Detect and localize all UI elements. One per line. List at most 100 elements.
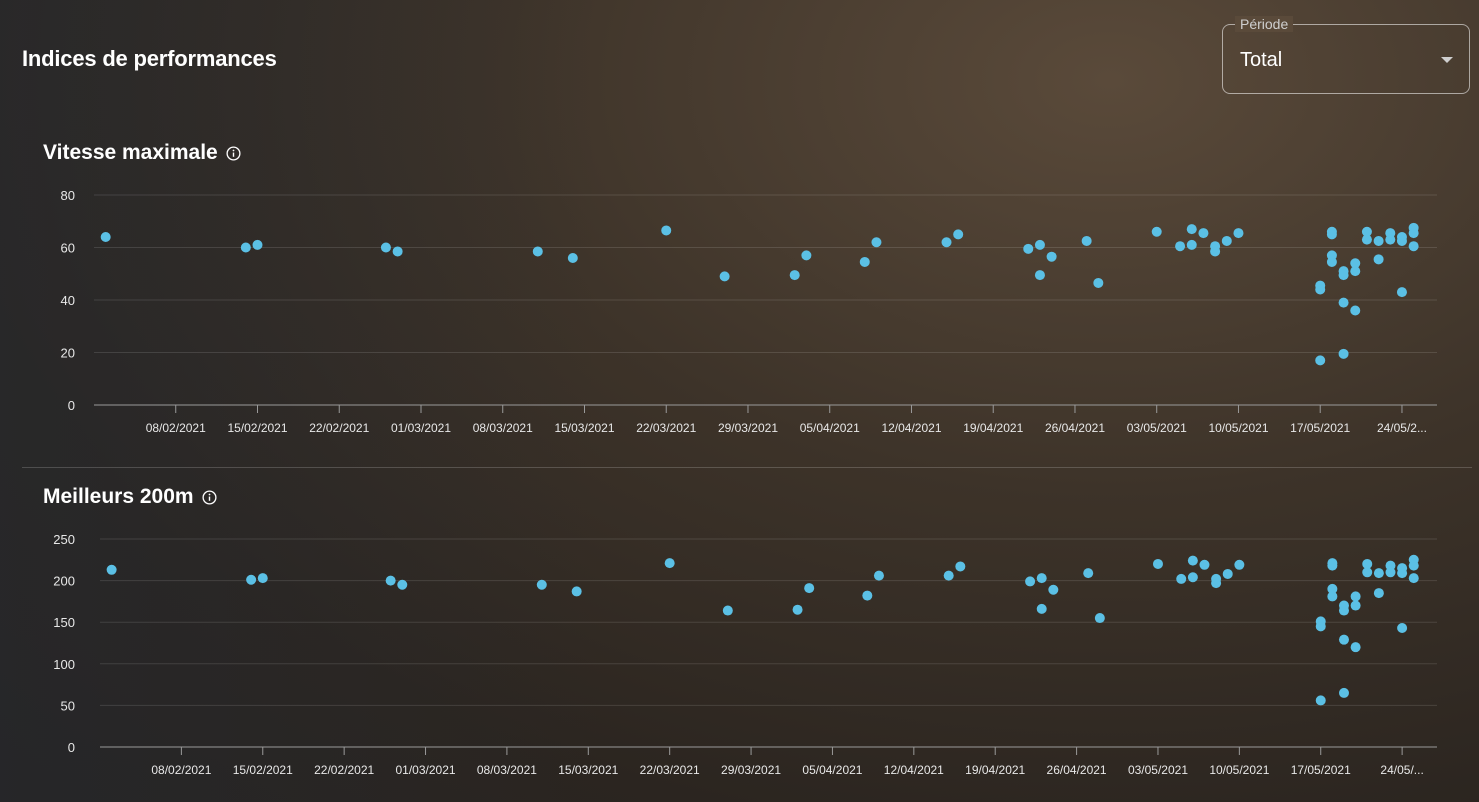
data-point[interactable] bbox=[1151, 226, 1162, 237]
data-point[interactable] bbox=[385, 575, 396, 586]
data-point[interactable] bbox=[1396, 287, 1407, 298]
data-point[interactable] bbox=[1233, 228, 1244, 239]
data-point[interactable] bbox=[1385, 234, 1396, 245]
data-point[interactable] bbox=[536, 579, 547, 590]
data-point[interactable] bbox=[1083, 568, 1094, 579]
data-point[interactable] bbox=[1350, 258, 1361, 269]
data-point[interactable] bbox=[1361, 226, 1372, 237]
data-point[interactable] bbox=[1315, 355, 1326, 366]
data-point[interactable] bbox=[1036, 573, 1047, 584]
data-point[interactable] bbox=[1023, 243, 1034, 254]
data-point[interactable] bbox=[1211, 573, 1222, 584]
data-point[interactable] bbox=[1373, 235, 1384, 246]
data-point[interactable] bbox=[1176, 573, 1187, 584]
data-point[interactable] bbox=[1093, 277, 1104, 288]
data-point[interactable] bbox=[571, 586, 582, 597]
data-point[interactable] bbox=[106, 564, 117, 575]
data-point[interactable] bbox=[1338, 605, 1349, 616]
data-point[interactable] bbox=[873, 570, 884, 581]
data-point[interactable] bbox=[257, 573, 268, 584]
data-point[interactable] bbox=[1222, 568, 1233, 579]
data-point[interactable] bbox=[567, 253, 578, 263]
data-point[interactable] bbox=[100, 232, 111, 242]
data-point[interactable] bbox=[719, 271, 730, 282]
data-point[interactable] bbox=[1315, 695, 1326, 706]
data-point[interactable] bbox=[859, 256, 870, 267]
data-point[interactable] bbox=[1186, 224, 1197, 235]
data-point[interactable] bbox=[1350, 266, 1361, 277]
data-point[interactable] bbox=[1408, 560, 1419, 571]
data-point[interactable] bbox=[1187, 555, 1198, 566]
data-point[interactable] bbox=[252, 239, 263, 250]
data-point[interactable] bbox=[1408, 573, 1419, 584]
data-point[interactable] bbox=[1362, 567, 1373, 578]
data-point[interactable] bbox=[1397, 623, 1408, 634]
data-point[interactable] bbox=[1198, 228, 1209, 239]
data-point[interactable] bbox=[1234, 559, 1245, 570]
data-point[interactable] bbox=[1094, 613, 1105, 624]
info-icon[interactable] bbox=[202, 489, 217, 505]
data-point[interactable] bbox=[1326, 229, 1337, 240]
info-icon[interactable] bbox=[226, 145, 241, 161]
data-point[interactable] bbox=[664, 558, 675, 569]
data-point[interactable] bbox=[661, 225, 672, 236]
data-point[interactable] bbox=[862, 590, 873, 601]
data-point[interactable] bbox=[953, 229, 964, 240]
data-point[interactable] bbox=[941, 237, 952, 248]
data-point[interactable] bbox=[1408, 241, 1419, 252]
data-point[interactable] bbox=[1175, 241, 1186, 252]
data-point[interactable] bbox=[1327, 583, 1338, 594]
data-point[interactable] bbox=[1210, 241, 1221, 252]
data-point[interactable] bbox=[397, 579, 408, 590]
data-point[interactable] bbox=[1350, 642, 1361, 653]
data-point[interactable] bbox=[1025, 576, 1036, 587]
data-point[interactable] bbox=[1338, 634, 1349, 645]
data-point[interactable] bbox=[1338, 270, 1349, 281]
data-point[interactable] bbox=[1338, 348, 1349, 359]
data-point[interactable] bbox=[1034, 270, 1045, 281]
data-point[interactable] bbox=[792, 604, 803, 615]
data-point[interactable] bbox=[1350, 600, 1361, 611]
data-point[interactable] bbox=[240, 242, 251, 253]
data-point[interactable] bbox=[943, 570, 954, 581]
data-point[interactable] bbox=[1362, 558, 1373, 569]
data-point[interactable] bbox=[1034, 239, 1045, 250]
data-point[interactable] bbox=[801, 250, 812, 261]
data-point[interactable] bbox=[955, 561, 966, 572]
data-point[interactable] bbox=[1373, 254, 1384, 265]
data-point[interactable] bbox=[1338, 687, 1349, 698]
data-point[interactable] bbox=[1373, 588, 1384, 599]
data-point[interactable] bbox=[1186, 239, 1197, 250]
data-point[interactable] bbox=[1385, 567, 1396, 578]
data-point[interactable] bbox=[1361, 234, 1372, 245]
data-point[interactable] bbox=[1350, 305, 1361, 316]
data-point[interactable] bbox=[1326, 256, 1337, 267]
data-point[interactable] bbox=[1338, 297, 1349, 308]
data-point[interactable] bbox=[392, 246, 403, 257]
data-point[interactable] bbox=[1327, 591, 1338, 602]
data-point[interactable] bbox=[1048, 584, 1059, 595]
data-point[interactable] bbox=[1396, 235, 1407, 246]
data-point[interactable] bbox=[1046, 251, 1057, 262]
data-point[interactable] bbox=[1081, 235, 1092, 246]
data-point[interactable] bbox=[1397, 568, 1408, 579]
data-point[interactable] bbox=[789, 270, 800, 281]
data-point[interactable] bbox=[1327, 560, 1338, 571]
data-point[interactable] bbox=[1152, 558, 1163, 569]
caret-down-icon[interactable] bbox=[1441, 57, 1453, 63]
data-point[interactable] bbox=[1315, 621, 1326, 632]
data-point[interactable] bbox=[1199, 559, 1210, 570]
data-point[interactable] bbox=[246, 574, 257, 585]
data-point[interactable] bbox=[722, 605, 733, 616]
data-point[interactable] bbox=[1187, 572, 1198, 583]
data-point[interactable] bbox=[380, 242, 391, 253]
data-point[interactable] bbox=[1408, 228, 1419, 239]
data-point[interactable] bbox=[1350, 591, 1361, 602]
data-point[interactable] bbox=[804, 583, 815, 594]
data-point[interactable] bbox=[1315, 284, 1326, 295]
data-point[interactable] bbox=[1373, 568, 1384, 579]
period-select[interactable]: Période Total bbox=[1222, 16, 1470, 94]
data-point[interactable] bbox=[871, 237, 882, 248]
data-point[interactable] bbox=[1036, 603, 1047, 614]
data-point[interactable] bbox=[1221, 235, 1232, 246]
